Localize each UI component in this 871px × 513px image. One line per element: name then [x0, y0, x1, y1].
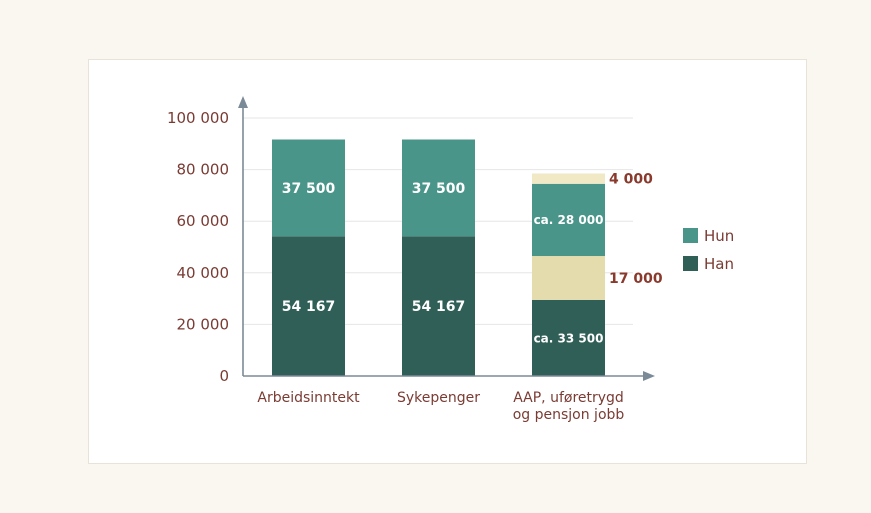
data-label: ca. 33 500: [534, 331, 604, 345]
legend-swatch: [683, 228, 698, 243]
legend-swatch: [683, 256, 698, 271]
data-label: 54 167: [412, 299, 466, 315]
bar-segment: [532, 173, 605, 184]
bar-segment: [402, 236, 475, 376]
legend-label: Hun: [704, 227, 734, 245]
data-label: 17 000: [609, 271, 663, 287]
bar-segment: [532, 299, 605, 376]
data-label: 37 500: [282, 181, 336, 197]
chart-card: 54 167 37 500 54 167 37 500 ca. 33 500 17 000…: [88, 59, 807, 464]
x-tick-label: Sykepenger: [397, 390, 480, 406]
bar-segment: [532, 256, 605, 300]
data-label: 54 167: [282, 299, 336, 315]
bar-segment: [272, 236, 345, 376]
data-label: 4 000: [609, 172, 653, 188]
y-tick-label: 0: [219, 367, 229, 385]
x-tick-label: Arbeidsinntekt: [257, 390, 360, 406]
y-axis-arrow: [238, 96, 248, 108]
y-tick-label: 100 000: [167, 109, 229, 127]
x-axis-arrow: [643, 371, 655, 381]
bar-segment: [532, 183, 605, 257]
data-label: 37 500: [412, 181, 466, 197]
y-tick-label: 40 000: [177, 264, 230, 282]
bar-segment: [402, 139, 475, 237]
y-tick-label: 20 000: [177, 315, 230, 333]
y-tick-label: 60 000: [177, 212, 230, 230]
x-tick-label: og pensjon jobb: [513, 407, 625, 423]
y-tick-label: 80 000: [177, 161, 230, 179]
stacked-bar-chart: 54 167 37 500 54 167 37 500 ca. 33 500 17 000…: [167, 96, 734, 423]
legend-label: Han: [704, 255, 734, 273]
bar-segment: [272, 139, 345, 237]
x-tick-label: AAP, uføretrygd: [513, 390, 624, 406]
data-label: ca. 28 000: [534, 213, 604, 227]
